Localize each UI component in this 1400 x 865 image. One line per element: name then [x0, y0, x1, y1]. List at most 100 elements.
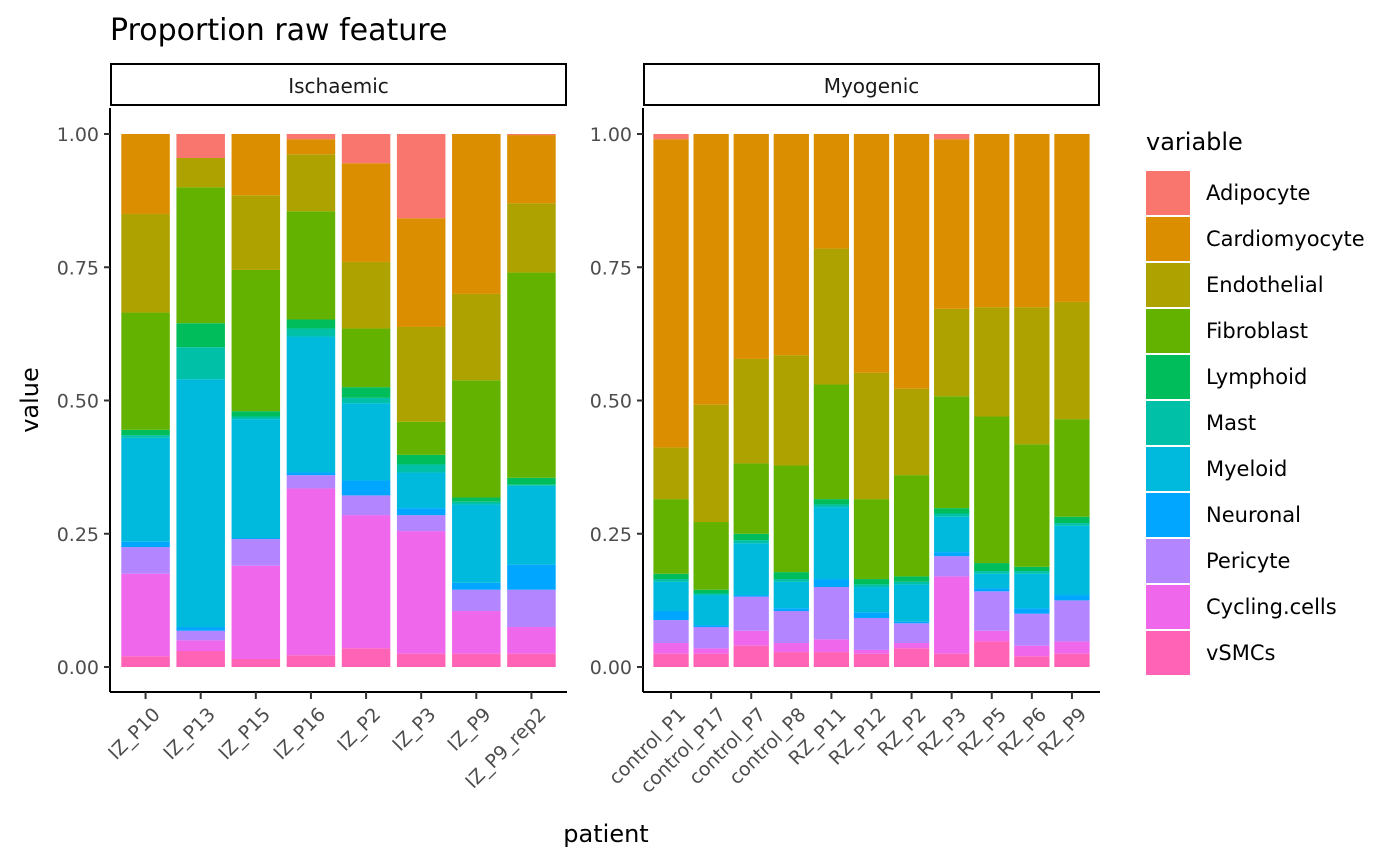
bar-segment-vsmcs: [231, 659, 281, 667]
bar-segment-cardiomyocyte: [286, 139, 336, 155]
bar-control_P7: [733, 134, 769, 667]
bar-segment-mast: [452, 501, 501, 505]
bar-segment-cycling-cells: [286, 488, 336, 656]
bar-segment-vsmcs: [733, 645, 769, 667]
bar-segment-neuronal: [176, 627, 225, 631]
bar-segment-cardiomyocyte: [693, 134, 729, 405]
bar-segment-myeloid: [653, 581, 689, 612]
bar-RZ_P12: [853, 134, 890, 667]
chart-title: Proportion raw feature: [110, 13, 447, 48]
bar-segment-endothelial: [507, 203, 556, 273]
bar-segment-lymphoid: [1014, 566, 1050, 572]
bar-segment-mast: [121, 435, 170, 438]
legend-label: vSMCs: [1206, 641, 1275, 665]
bar-segment-neuronal: [893, 621, 930, 624]
bar-RZ_P11: [813, 134, 850, 667]
bar-segment-pericyte: [893, 623, 930, 644]
bar-segment-lymphoid: [396, 454, 446, 465]
bar-segment-cardiomyocyte: [396, 218, 446, 327]
bar-segment-lymphoid: [693, 589, 729, 594]
bar-segment-lymphoid: [773, 572, 809, 580]
legend-swatch: [1146, 447, 1190, 491]
bar-segment-cycling-cells: [452, 611, 501, 654]
bar-segment-pericyte: [934, 556, 970, 577]
bar-segment-endothelial: [693, 404, 729, 523]
bar-segment-endothelial: [974, 307, 1010, 417]
bar-segment-mast: [286, 328, 336, 337]
bar-segment-lymphoid: [893, 576, 930, 582]
bar-segment-myeloid: [974, 573, 1010, 589]
bar-segment-vsmcs: [934, 653, 970, 667]
bar-segment-myeloid: [341, 403, 391, 481]
bar-segment-pericyte: [286, 475, 336, 489]
legend-label: Neuronal: [1206, 503, 1301, 527]
bar-control_P8: [773, 134, 809, 667]
x-tick-label: IZ_P16: [269, 704, 330, 765]
bar-segment-myeloid: [853, 587, 890, 613]
bar-segment-cardiomyocyte: [507, 135, 556, 204]
bar-segment-neuronal: [1054, 595, 1090, 601]
legend-swatch: [1146, 539, 1190, 583]
bar-segment-vsmcs: [286, 655, 336, 667]
facet-panels: Ischaemic0.000.250.500.751.00IZ_P10IZ_P1…: [57, 63, 1100, 798]
bar-segment-pericyte: [653, 620, 689, 644]
bar-segment-vsmcs: [853, 653, 890, 667]
bar-segment-mast: [507, 484, 556, 486]
bar-RZ_P6: [1014, 134, 1050, 667]
bar-segment-cycling-cells: [934, 576, 970, 654]
legend-item-myeloid: Myeloid: [1146, 447, 1287, 491]
legend-item-cycling-cells: Cycling.cells: [1146, 585, 1337, 629]
bar-segment-fibroblast: [733, 463, 769, 534]
bar-segment-pericyte: [507, 589, 556, 628]
bar-segment-mast: [934, 513, 970, 517]
legend-label: Endothelial: [1206, 273, 1324, 297]
bar-segment-endothelial: [853, 372, 890, 500]
bar-segment-cycling-cells: [813, 639, 850, 653]
bar-segment-adipocyte: [507, 134, 556, 136]
bar-segment-myeloid: [1014, 573, 1050, 609]
bar-segment-lymphoid: [341, 387, 391, 398]
bar-segment-pericyte: [452, 589, 501, 612]
bar-segment-neuronal: [231, 538, 281, 540]
bar-IZ_P13: [176, 134, 225, 667]
bar-segment-endothelial: [773, 355, 809, 466]
bar-segment-vsmcs: [773, 652, 809, 667]
x-tick-label: IZ_P9: [443, 704, 495, 756]
bar-IZ_P9: [452, 134, 501, 667]
legend-label: Fibroblast: [1206, 319, 1308, 343]
bar-segment-endothelial: [1054, 301, 1090, 420]
bar-segment-fibroblast: [653, 499, 689, 574]
legend-label: Mast: [1206, 411, 1256, 435]
bar-segment-myeloid: [813, 507, 850, 580]
bar-segment-fibroblast: [176, 187, 225, 324]
bar-segment-vsmcs: [893, 648, 930, 667]
bar-segment-lymphoid: [934, 508, 970, 514]
bar-segment-fibroblast: [974, 416, 1010, 564]
bar-segment-cardiomyocyte: [893, 134, 930, 389]
legend-swatch: [1146, 263, 1190, 307]
bar-segment-lymphoid: [733, 533, 769, 541]
bar-segment-myeloid: [231, 419, 281, 539]
bar-segment-endothelial: [176, 157, 225, 188]
bar-segment-cycling-cells: [974, 630, 1010, 642]
legend-swatch: [1146, 309, 1190, 353]
bar-segment-mast: [231, 416, 281, 420]
bar-segment-endothelial: [121, 213, 170, 313]
bar-segment-pericyte: [396, 515, 446, 532]
bar-segment-fibroblast: [1054, 419, 1090, 517]
y-axis-title: value: [16, 367, 44, 433]
bar-segment-cardiomyocyte: [1014, 134, 1050, 308]
bar-segment-neuronal: [507, 564, 556, 590]
bar-segment-neuronal: [121, 541, 170, 548]
bar-segment-neuronal: [934, 552, 970, 557]
bar-segment-mast: [813, 504, 850, 508]
y-tick-label: 1.00: [590, 124, 632, 146]
bar-segment-vsmcs: [507, 653, 556, 667]
bar-segment-fibroblast: [1014, 444, 1050, 567]
bar-segment-myeloid: [176, 379, 225, 628]
bar-segment-cardiomyocyte: [813, 134, 850, 249]
bar-segment-myeloid: [893, 584, 930, 622]
bar-segment-endothelial: [733, 358, 769, 464]
legend-item-lymphoid: Lymphoid: [1146, 355, 1307, 399]
bar-segment-cycling-cells: [653, 643, 689, 654]
